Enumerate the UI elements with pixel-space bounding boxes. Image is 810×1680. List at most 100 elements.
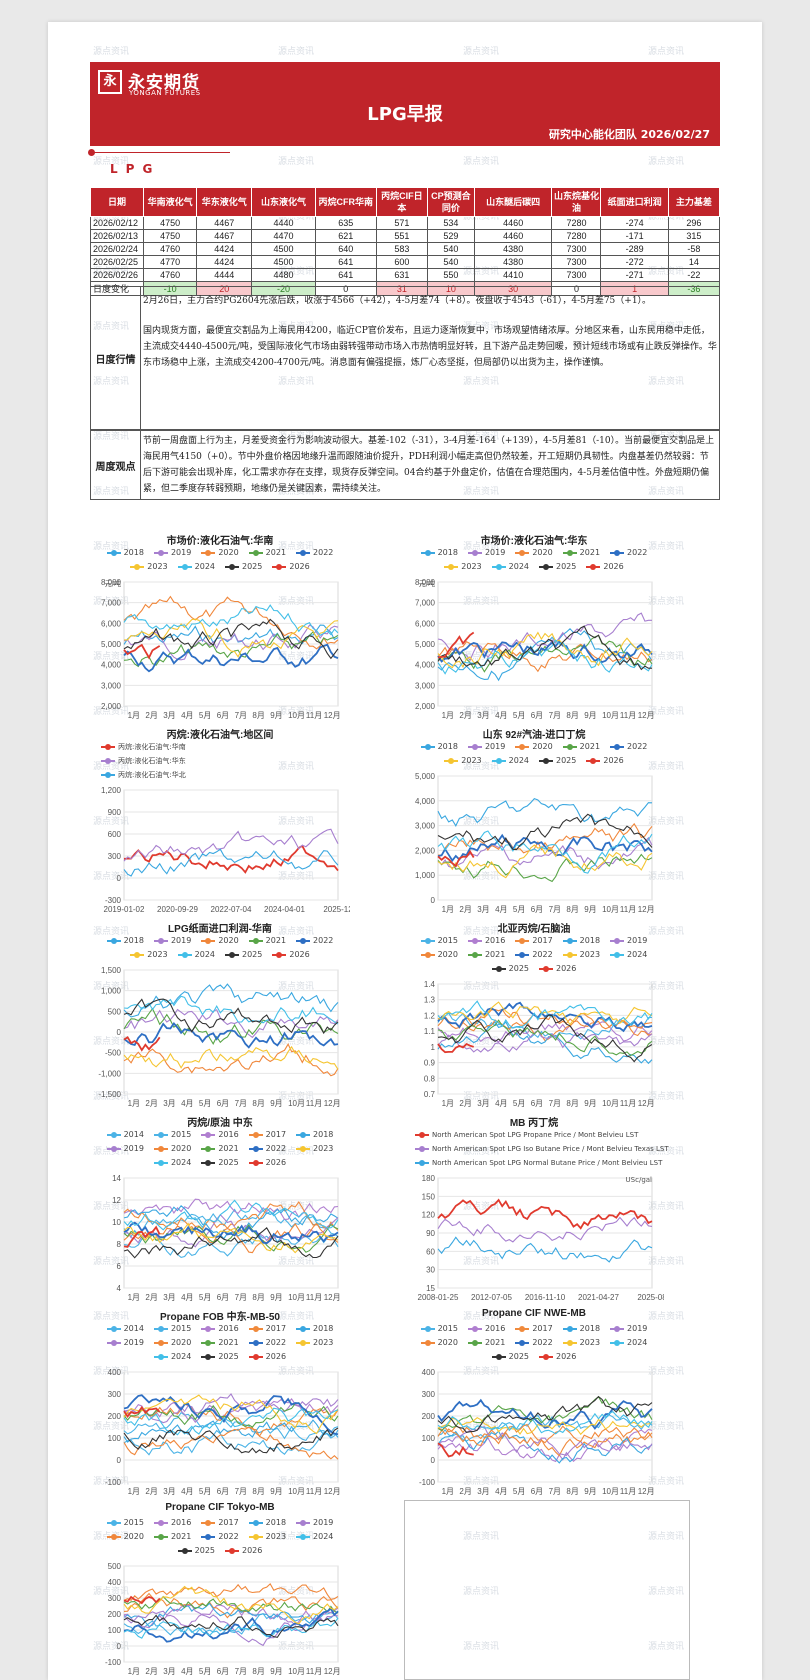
legend-label: 2020 [218, 548, 239, 557]
legend-label: 2025 [218, 1158, 239, 1167]
legend-item: 2024 [177, 948, 215, 962]
x-tick-label: 10月 [288, 1099, 305, 1108]
legend-marker-icon [415, 1146, 429, 1152]
series-line [437, 849, 475, 868]
legend-item: 2024 [610, 948, 647, 962]
legend-marker-icon [201, 1146, 216, 1152]
legend-item: 2025 [491, 1350, 529, 1364]
chart-legend: 2018 2019 2020 2021 2022 2023 2024 2025 2026 [90, 546, 350, 574]
y-tick-label: 2,000 [101, 702, 122, 711]
x-tick-label: 3月 [163, 1099, 175, 1108]
table-cell: 540 [426, 242, 475, 256]
x-tick-label: 12月 [638, 1487, 655, 1496]
series-line [123, 1036, 161, 1052]
chart-plot: 1.4 1.3 1.2 1.1 1 0.9 0.8 0.7 1月 2月 3月 4月 5月 6月 7月 8月 9月… [424, 980, 655, 1108]
legend-item: 2021 [153, 1530, 192, 1544]
legend-marker-icon [467, 938, 482, 944]
x-tick-label: 5月 [199, 711, 211, 720]
chart-c8: MB 丙丁烷 North American Spot LPG Propane Pr… [404, 1114, 669, 1304]
y-tick-label: 1,000 [415, 871, 436, 880]
x-tick-label: 5月 [199, 1667, 211, 1676]
series-line [123, 1394, 339, 1435]
series-line [437, 1442, 474, 1458]
x-tick-label: 2025-12 [323, 905, 350, 914]
table-cell: 4770 [143, 255, 198, 269]
table-row: 2026/02/12 4750 4467 4440 635 571 534 4460 7280-… [89, 216, 721, 230]
y-tick-label: 2,000 [415, 702, 436, 711]
y-tick-label: 1.2 [424, 1011, 436, 1020]
legend-marker-icon [177, 1548, 192, 1554]
legend-marker-icon [201, 1132, 216, 1138]
legend-marker-icon [491, 966, 506, 972]
legend-label: 2017 [218, 1518, 239, 1527]
legend-label: 2021 [579, 548, 601, 557]
y-tick-label: -100 [105, 1658, 122, 1667]
x-tick-label: 5月 [513, 1099, 525, 1108]
y-tick-label: 0 [117, 874, 122, 883]
legend-marker-icon [610, 1326, 625, 1332]
legend-marker-icon [467, 1326, 482, 1332]
legend-item: 2021 [562, 740, 600, 754]
legend-label: 2025 [508, 964, 529, 973]
y-tick-label: 600 [108, 830, 122, 839]
legend-label: 2020 [170, 1338, 192, 1347]
y-tick-label: 1,000 [101, 987, 122, 996]
series-line [123, 995, 339, 1025]
chart-legend: 2018 2019 2020 2021 2022 2023 2024 2025 2026 [404, 740, 664, 768]
legend-marker-icon [539, 1354, 553, 1360]
chart-plot: 1,500 1,000 500 0 -500 -1,000 -1,500 1月 2月 3月 4月 5月… [98, 966, 340, 1108]
legend-label: 2022 [265, 1338, 287, 1347]
unit-label: USc/gal [626, 1176, 653, 1184]
series-line [123, 1407, 339, 1436]
legend-label: 2021 [218, 1144, 239, 1153]
x-tick-label: 10月 [288, 1667, 305, 1676]
series-line [437, 1029, 653, 1053]
row-date: 2026/02/24 [89, 242, 145, 256]
legend-marker-icon [296, 1326, 311, 1332]
legend-label: 2022 [532, 1338, 553, 1347]
table-cell: 4467 [196, 229, 253, 243]
x-tick-label: 6月 [531, 1099, 543, 1108]
daily-paragraph-2: 国内现货方面，最便宜交割品为上海民用4200，临近CP官价发布，且运力逐渐恢复中… [143, 326, 717, 368]
legend-label: 2019 [627, 1324, 648, 1333]
x-tick-label: 6月 [217, 1667, 229, 1676]
x-tick-label: 12月 [324, 1293, 341, 1302]
y-tick-label: 300 [422, 1390, 436, 1399]
legend-item: 2025 [225, 948, 262, 962]
legend-item: 2024 [296, 1530, 333, 1544]
y-tick-label: 0 [117, 1028, 122, 1037]
legend-marker-icon [153, 550, 168, 556]
x-tick-label: 1月 [128, 1099, 140, 1108]
legend-marker-icon [296, 1520, 311, 1526]
x-tick-label: 2月 [145, 1293, 157, 1302]
logo-icon: 永 [98, 70, 122, 94]
legend-label: 2021 [218, 1338, 239, 1347]
row-date: 2026/02/12 [89, 216, 145, 230]
legend-item: 2023 [562, 948, 600, 962]
chart-plot: 400 300 200 100 0 -100 1月 2月 3月 4月 5月 6月 7月 8月 9月 10月 11… [419, 1368, 655, 1496]
series-line [123, 1592, 339, 1619]
legend-marker-icon [420, 1340, 435, 1346]
legend-label: 2020 [218, 936, 239, 945]
x-tick-label: 2月 [459, 905, 471, 914]
x-tick-label: 11月 [306, 1667, 322, 1676]
legend-marker-icon [248, 1340, 263, 1346]
y-tick-label: 400 [108, 1368, 122, 1377]
legend-label: 2025 [556, 562, 577, 571]
legend-item: 2025 [539, 560, 576, 574]
legend-item: 2025 [201, 1350, 239, 1364]
table-cell: 7280 [551, 216, 602, 230]
table-cell: 4480 [251, 268, 316, 282]
legend-marker-icon [201, 550, 216, 556]
table-cell: 641 [314, 255, 377, 269]
y-tick-label: 6,000 [415, 619, 436, 628]
legend-marker-icon [225, 952, 239, 958]
chart-title: LPG纸面进口利润-华南 [168, 924, 272, 935]
series-line [123, 604, 339, 637]
chart-c7: 丙烷/原油 中东 2014 2015 2016 2017 2018 2019 2020 2021… [90, 1114, 350, 1304]
legend-item: 2018 [420, 740, 458, 754]
legend-label: 2021 [170, 1532, 192, 1541]
y-tick-label: 4,000 [415, 661, 436, 670]
legend-marker-icon [153, 938, 168, 944]
chart-title: Propane CIF NWE-MB [482, 1308, 586, 1319]
